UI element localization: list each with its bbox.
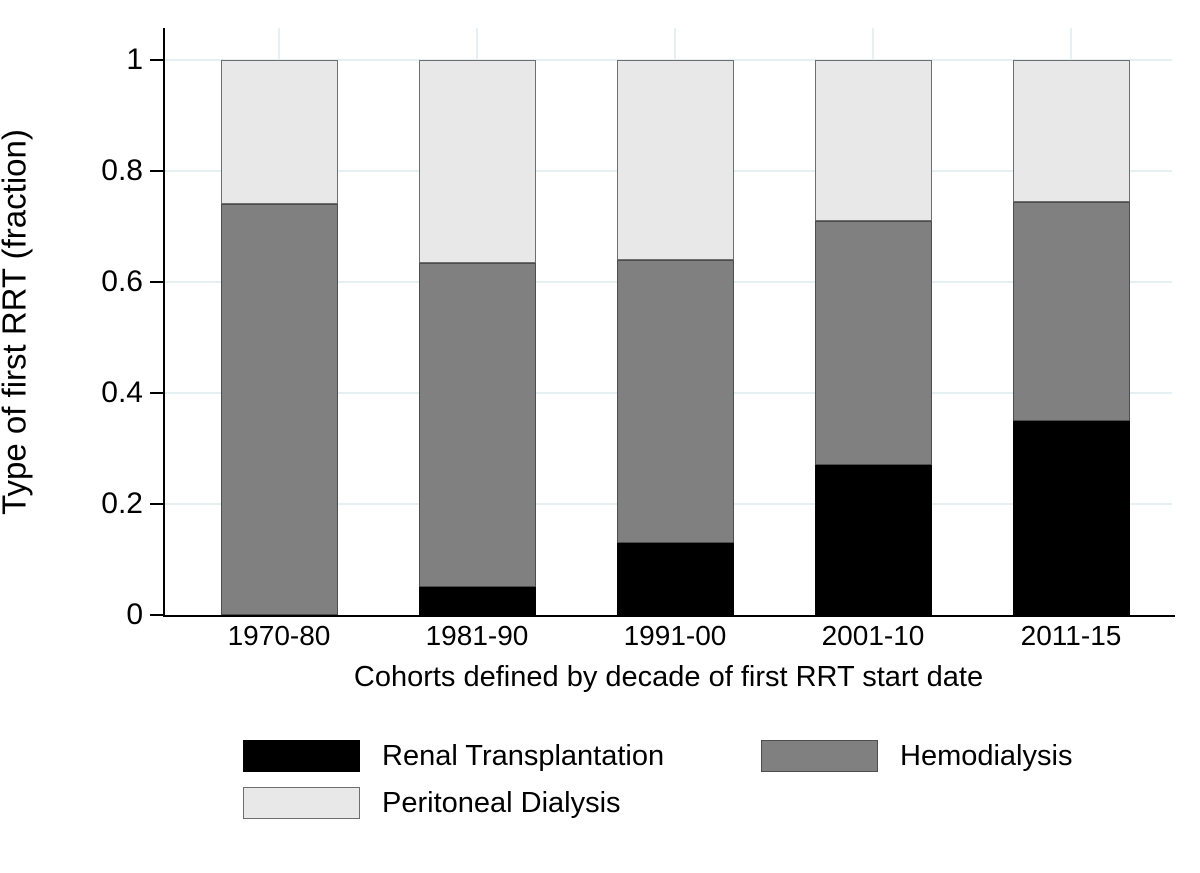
- x-tick-label: 2001-10: [821, 620, 925, 651]
- y-tick: [150, 503, 165, 505]
- legend-label: Peritoneal Dialysis: [382, 786, 621, 819]
- bar-group-1981-90: [418, 60, 536, 615]
- x-tick-label: 1970-80: [227, 620, 331, 651]
- y-tick: [150, 614, 165, 616]
- legend-swatch-peritoneal-dialysis: [243, 787, 360, 819]
- bar-group-2001-10: [814, 60, 932, 615]
- category-gridline-stub: [278, 28, 280, 60]
- legend-label: Hemodialysis: [900, 739, 1073, 772]
- x-tick-label: 1991-00: [623, 620, 727, 651]
- y-tick-label: 0: [126, 598, 143, 631]
- y-tick-label: 0.4: [101, 376, 143, 409]
- legend-item-hemodialysis: Hemodialysis: [761, 740, 1072, 772]
- bar-segment-hemodialysis: [1012, 201, 1130, 421]
- legend-label: Renal Transplantation: [382, 739, 665, 772]
- y-tick: [150, 170, 165, 172]
- legend-swatch-hemodialysis: [761, 740, 878, 772]
- bar-segment-renal-transplantation: [814, 465, 932, 615]
- plot-area: [165, 28, 1172, 615]
- category-gridline-stub: [476, 28, 478, 60]
- y-tick-label: 1: [126, 43, 143, 76]
- bar-group-1970-80: [220, 60, 338, 615]
- y-tick: [150, 281, 165, 283]
- y-tick-label: 0.6: [101, 265, 143, 298]
- bar-segment-hemodialysis: [220, 204, 338, 615]
- legend: Renal Transplantation Hemodialysis Periton…: [243, 740, 1163, 830]
- y-tick: [150, 392, 165, 394]
- bar-segment-renal-transplantation: [616, 542, 734, 615]
- y-axis-line: [163, 28, 165, 617]
- legend-item-renal-transplantation: Renal Transplantation: [243, 740, 664, 772]
- gridline: [165, 59, 1172, 61]
- category-gridline-stub: [674, 28, 676, 60]
- bar-segment-peritoneal-dialysis: [418, 60, 536, 263]
- y-tick-label: 0.8: [101, 154, 143, 187]
- category-gridline-stub: [872, 28, 874, 60]
- bar-segment-hemodialysis: [814, 220, 932, 466]
- bar-segment-renal-transplantation: [418, 587, 536, 615]
- legend-item-peritoneal-dialysis: Peritoneal Dialysis: [243, 787, 621, 819]
- bar-segment-peritoneal-dialysis: [220, 60, 338, 205]
- y-tick-label: 0.2: [101, 487, 143, 520]
- bar-segment-peritoneal-dialysis: [1012, 60, 1130, 202]
- bar-group-1991-00: [616, 60, 734, 615]
- x-tick-label: 2011-15: [1020, 620, 1122, 651]
- y-axis-title: Type of first RRT (fraction): [0, 129, 33, 515]
- y-tick: [150, 59, 165, 61]
- bar-segment-peritoneal-dialysis: [814, 60, 932, 221]
- bar-segment-hemodialysis: [616, 259, 734, 543]
- bar-group-2011-15: [1012, 60, 1130, 615]
- x-axis-title: Cohorts defined by decade of first RRT s…: [353, 661, 984, 693]
- legend-swatch-renal-transplantation: [243, 740, 360, 772]
- bar-segment-hemodialysis: [418, 262, 536, 588]
- bar-segment-peritoneal-dialysis: [616, 60, 734, 260]
- x-tick-label: 1981-90: [425, 620, 529, 651]
- bar-segment-renal-transplantation: [1012, 420, 1130, 615]
- category-gridline-stub: [1070, 28, 1072, 60]
- x-axis-line: [163, 615, 1175, 617]
